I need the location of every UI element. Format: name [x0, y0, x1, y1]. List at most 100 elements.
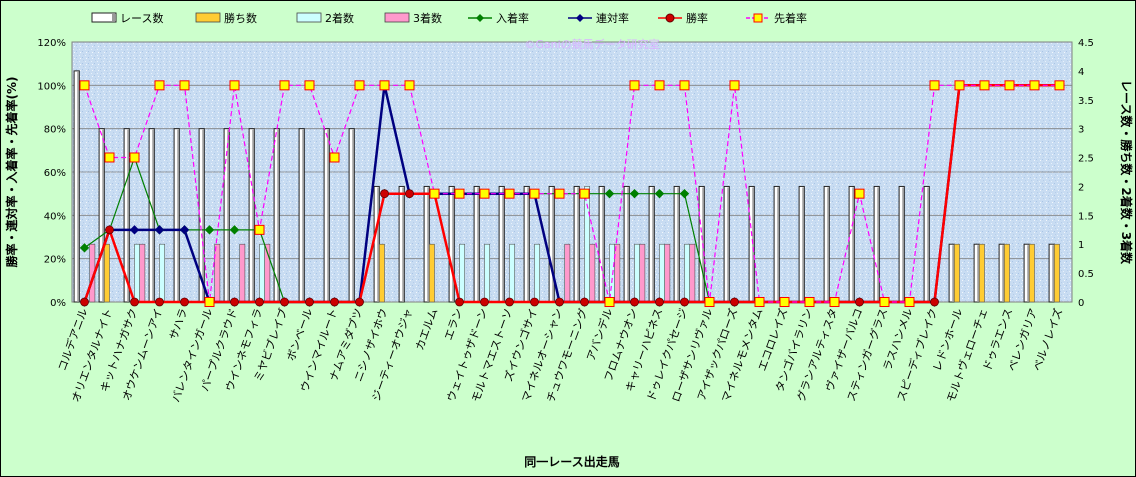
bar-shade [202, 129, 204, 302]
point [930, 297, 939, 307]
bar-second [659, 243, 665, 303]
point [629, 188, 640, 199]
bar-shade [727, 187, 729, 302]
bar-shade [402, 187, 404, 302]
bar-second [684, 243, 690, 303]
point [730, 297, 739, 307]
point [954, 80, 965, 91]
point [1054, 80, 1065, 91]
point [555, 297, 564, 307]
point [455, 297, 464, 307]
point [104, 152, 115, 163]
point [355, 297, 364, 307]
legend-label: 3着数 [413, 11, 442, 25]
bar-shade [927, 187, 929, 302]
bar-shade [627, 187, 629, 302]
bar-third [214, 243, 221, 303]
y-left-tick-label: 120% [37, 38, 66, 49]
bar-shade [577, 187, 579, 302]
point [904, 297, 915, 307]
point [154, 225, 165, 235]
x-tick-label: カエルム [413, 307, 440, 353]
point [280, 297, 289, 307]
y-right-tick-label: 4.5 [1078, 38, 1094, 49]
bar-shade [227, 129, 229, 302]
bar-shade [277, 129, 279, 302]
point [180, 297, 189, 307]
bar-shade [827, 187, 829, 302]
y-right-tick-label: 0 [1078, 298, 1084, 309]
point [329, 152, 340, 163]
point [454, 188, 465, 199]
point [654, 80, 665, 91]
y-right-tick-label: 2.5 [1078, 154, 1094, 165]
point [855, 297, 864, 307]
series-line-2 [83, 84, 1060, 304]
bar-shade [752, 187, 754, 302]
bar-second [509, 243, 515, 303]
bar-shade [252, 129, 254, 302]
y-right-tick-label: 4 [1078, 67, 1084, 78]
legend-marker [665, 13, 675, 23]
point [179, 80, 190, 91]
point [229, 225, 240, 235]
y-left-tick-label: 40% [44, 211, 66, 222]
bar-wins [378, 243, 385, 303]
bar-wins [104, 243, 110, 303]
point [404, 80, 415, 91]
bar-second [459, 243, 465, 303]
point [1029, 80, 1040, 91]
point [854, 188, 865, 199]
legend-label: 勝率 [686, 11, 708, 25]
bar-race-count [98, 128, 105, 303]
bar-third [689, 243, 696, 303]
y-left-tick-label: 20% [44, 255, 66, 266]
legend-swatch [195, 12, 221, 23]
point [879, 297, 890, 307]
point [429, 188, 440, 199]
bar-wins [1003, 243, 1010, 303]
point [354, 80, 365, 91]
bar-wins [428, 243, 435, 303]
legend-label: 勝ち数 [224, 11, 257, 25]
y-left-tick-label: 60% [44, 168, 66, 179]
bar-second [484, 243, 490, 303]
point [129, 225, 140, 235]
point [479, 188, 490, 199]
point [254, 224, 265, 235]
point [80, 297, 89, 307]
point [379, 80, 390, 91]
point [979, 80, 990, 91]
point [130, 297, 139, 307]
point [680, 297, 689, 307]
bar-shade [952, 245, 954, 302]
point [629, 80, 640, 91]
legend-swatch [384, 12, 410, 23]
bar-shade [902, 187, 904, 302]
legend-label: 入着率 [496, 11, 529, 25]
legend-label: 連対率 [596, 11, 629, 25]
point [505, 297, 514, 307]
bar-race-count [448, 185, 455, 303]
bar-shade [1027, 245, 1029, 302]
point [105, 225, 114, 235]
x-axis-title: 同一レース出走馬 [524, 454, 619, 469]
y-right-tick-label: 1 [1078, 240, 1084, 251]
x-tick-label: エラン [442, 307, 466, 342]
legend-swatch [91, 12, 117, 23]
legend-swatch [296, 12, 322, 23]
bar-shade [152, 129, 154, 302]
point [579, 188, 590, 199]
y-right-tick-label: 3.5 [1078, 96, 1094, 107]
bar-shade [677, 187, 679, 302]
bar-third [564, 243, 571, 303]
y-left-tick-label: 80% [44, 125, 66, 136]
bar-shade [452, 187, 454, 302]
bar-wins [1054, 243, 1060, 303]
bar-wins [1029, 243, 1035, 303]
bar-third [614, 243, 621, 303]
bar-shade [102, 129, 104, 302]
bar-third [589, 243, 596, 303]
bar-shade [352, 129, 354, 302]
bar-shade [602, 187, 604, 302]
